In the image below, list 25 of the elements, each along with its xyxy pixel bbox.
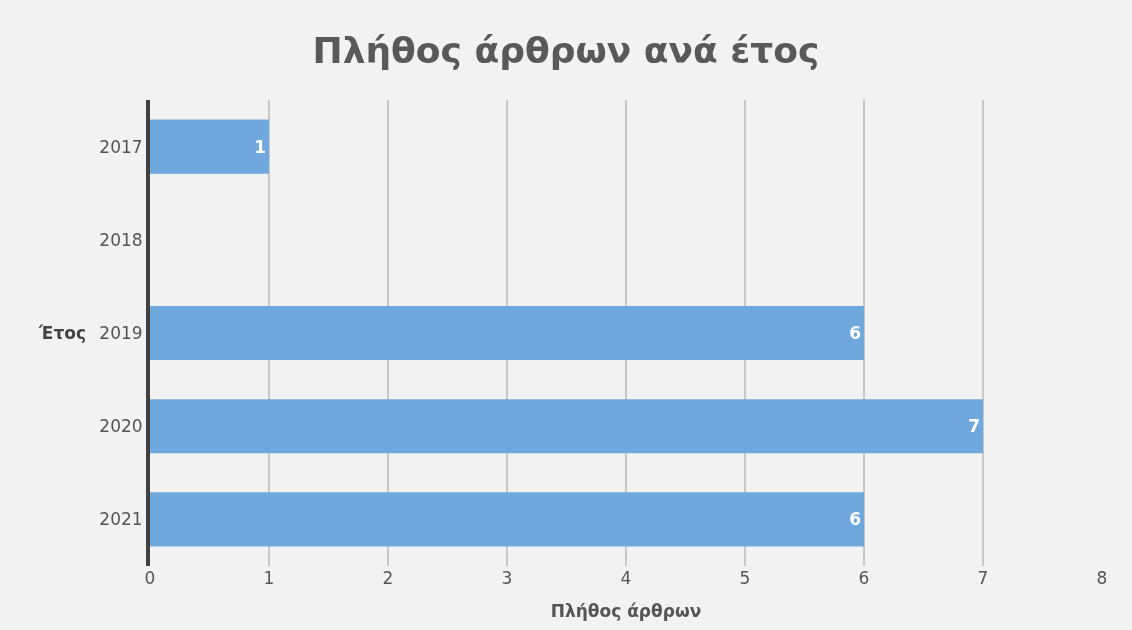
- x-tick-label: 4: [620, 568, 632, 588]
- y-tick-label: 2017: [99, 136, 143, 157]
- data-label: 1: [254, 136, 266, 157]
- x-tick-label: 3: [501, 568, 513, 588]
- bar: [150, 119, 269, 174]
- data-label: 7: [968, 416, 980, 437]
- x-axis-title: Πλήθος άρθρων: [550, 601, 702, 622]
- chart-title: Πλήθος άρθρων ανά έτος: [312, 30, 820, 71]
- y-tick-label: 2018: [99, 229, 143, 250]
- data-label: 6: [849, 323, 861, 343]
- x-tick-label: 2: [382, 568, 394, 588]
- y-axis-title: Έτος: [38, 323, 86, 343]
- x-tick-label: 7: [977, 568, 989, 588]
- y-tick-label: 2021: [99, 509, 143, 530]
- bar: [150, 399, 983, 454]
- y-tick-label: 2019: [99, 322, 143, 343]
- x-tick-label: 0: [144, 568, 156, 588]
- x-tick-label: 5: [739, 568, 751, 588]
- bar: [150, 492, 864, 547]
- y-tick-label: 2020: [99, 416, 143, 437]
- x-tick-label: 1: [263, 568, 275, 588]
- data-label: 6: [849, 509, 861, 530]
- x-tick-label: 6: [858, 568, 870, 588]
- x-tick-label: 8: [1096, 568, 1108, 588]
- bar: [150, 305, 864, 361]
